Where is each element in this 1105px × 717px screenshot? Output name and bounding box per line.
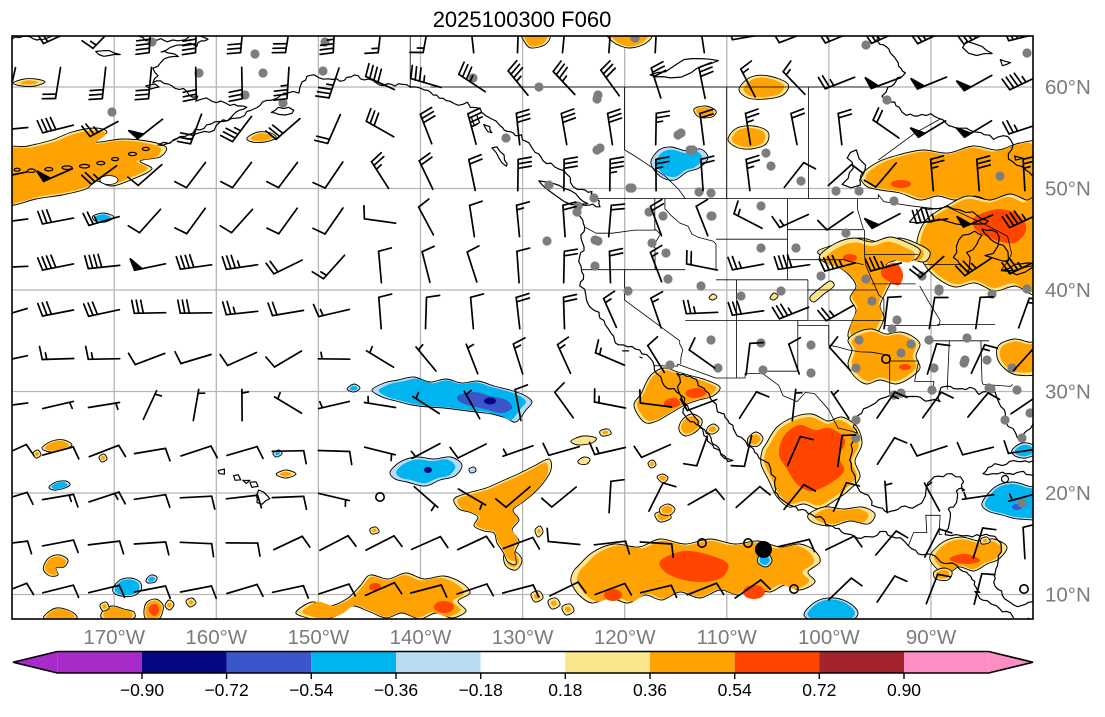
svg-text:150°W: 150°W bbox=[288, 626, 350, 649]
svg-text:130°W: 130°W bbox=[492, 626, 554, 649]
svg-text:0.54: 0.54 bbox=[718, 680, 752, 700]
svg-text:0.72: 0.72 bbox=[802, 680, 836, 700]
svg-text:20°N: 20°N bbox=[1045, 482, 1091, 505]
svg-text:0.36: 0.36 bbox=[633, 680, 667, 700]
svg-text:140°W: 140°W bbox=[390, 626, 452, 649]
svg-text:40°N: 40°N bbox=[1045, 279, 1091, 302]
svg-text:0.90: 0.90 bbox=[887, 680, 921, 700]
svg-text:110°W: 110°W bbox=[697, 626, 758, 649]
svg-text:50°N: 50°N bbox=[1045, 178, 1091, 201]
svg-text:60°N: 60°N bbox=[1045, 76, 1091, 99]
svg-text:0.18: 0.18 bbox=[548, 680, 582, 700]
svg-text:−0.90: −0.90 bbox=[120, 680, 165, 700]
svg-text:10°N: 10°N bbox=[1045, 584, 1091, 607]
svg-text:2025100300 F060: 2025100300 F060 bbox=[433, 7, 612, 32]
svg-text:160°W: 160°W bbox=[185, 626, 247, 649]
svg-text:90°W: 90°W bbox=[906, 626, 957, 649]
svg-text:170°W: 170°W bbox=[83, 626, 145, 649]
svg-text:−0.36: −0.36 bbox=[374, 680, 418, 700]
svg-text:−0.54: −0.54 bbox=[289, 680, 334, 700]
svg-text:30°N: 30°N bbox=[1045, 381, 1091, 404]
svg-text:−0.18: −0.18 bbox=[459, 680, 503, 700]
svg-text:100°W: 100°W bbox=[798, 626, 860, 649]
svg-text:120°W: 120°W bbox=[594, 626, 656, 649]
svg-text:−0.72: −0.72 bbox=[204, 680, 248, 700]
